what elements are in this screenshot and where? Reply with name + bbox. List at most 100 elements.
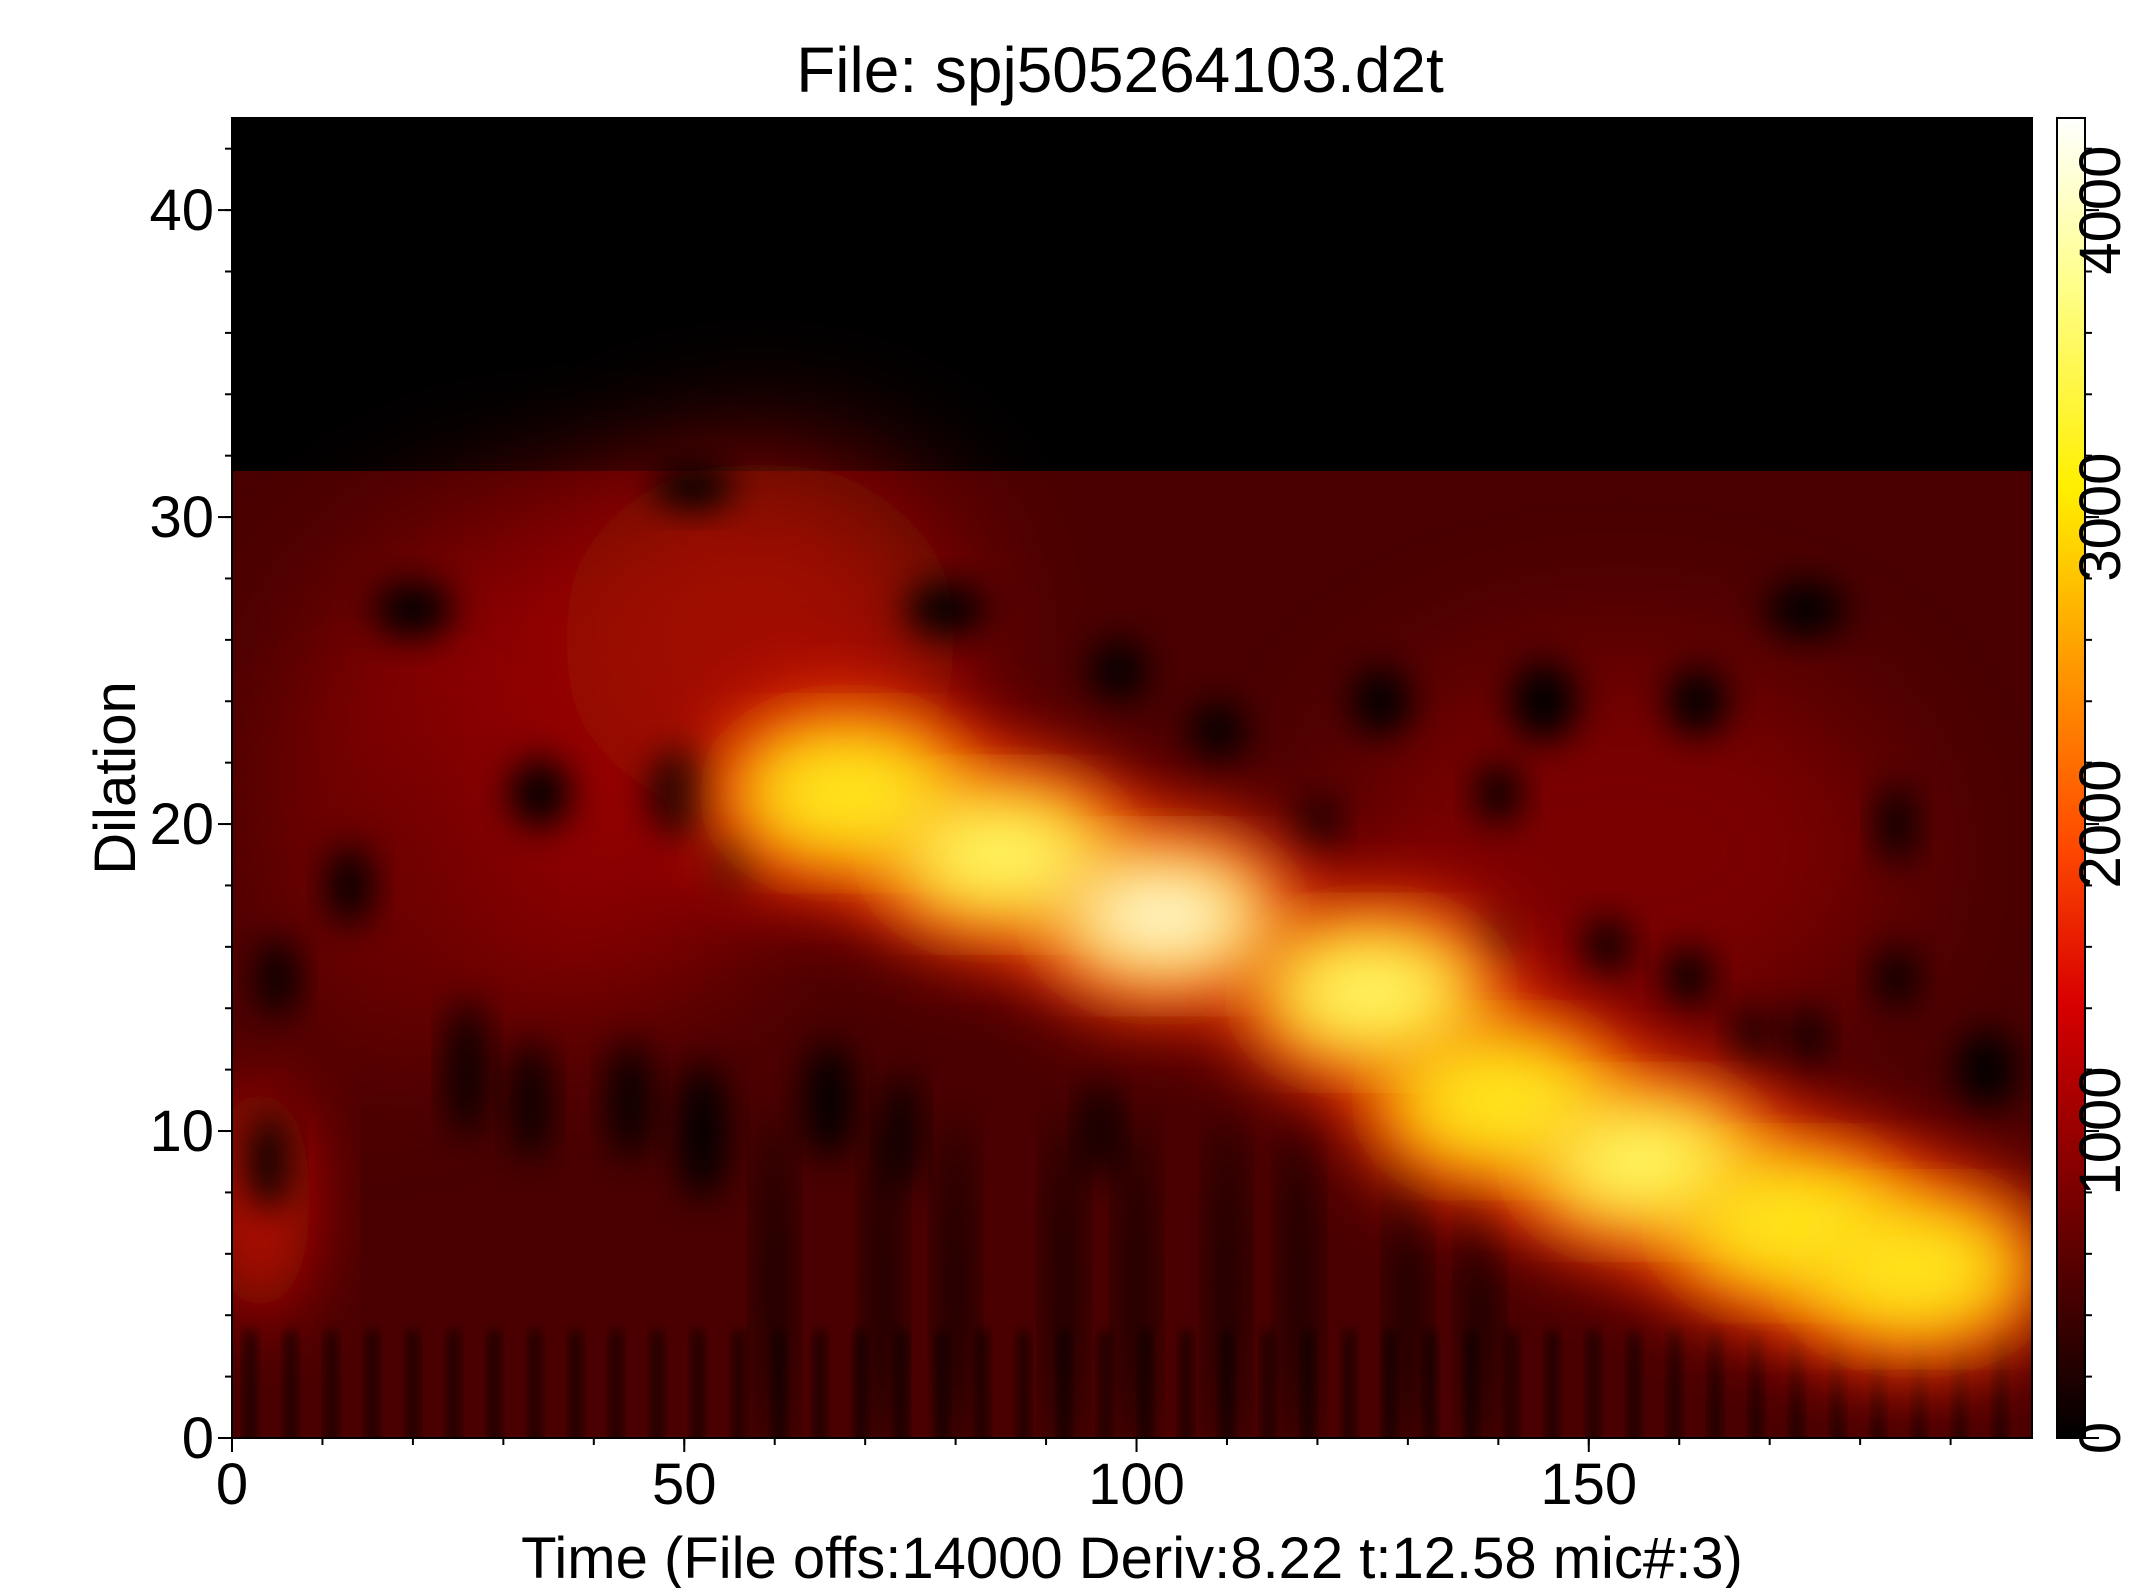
pocket [1584,918,1629,975]
band [869,1114,898,1438]
band [1122,1114,1151,1438]
band [1710,1330,1721,1438]
pocket [372,581,453,638]
pocket [1084,1081,1117,1182]
band [611,1330,622,1438]
pocket [1765,581,1846,638]
band [1285,1114,1314,1438]
pocket [1191,701,1244,762]
pocket [1350,667,1411,736]
pocket [653,464,734,509]
band [1018,1330,1029,1438]
band [1954,1330,1965,1438]
pocket [1090,640,1147,701]
band [489,1330,500,1438]
colorbar-tick-label: 0 [2068,1422,2133,1454]
band [1629,1330,1640,1438]
plot-area [232,118,2032,1438]
band [1873,1330,1884,1438]
band [941,1114,970,1438]
y-tick-label: 10 [149,1099,214,1164]
pocket [804,1040,853,1161]
colorbar-tick-label: 2000 [2068,760,2133,889]
pocket [257,937,298,1018]
band [1669,1330,1680,1438]
ridge-point [1548,1111,1739,1212]
x-tick-label: 0 [216,1452,248,1517]
band [1425,1330,1436,1438]
plot-frame [231,117,2033,1439]
pocket [906,583,987,636]
pocket [1476,763,1521,824]
ridge-point [1819,1219,2010,1320]
pocket [449,999,486,1140]
pocket [609,1040,650,1161]
band [1262,1330,1273,1438]
ridge-point [1068,866,1259,967]
pocket [885,1071,918,1192]
y-axis-label: Dilation [83,681,148,874]
pocket [248,1111,289,1212]
pocket [1667,667,1728,736]
band [1050,1114,1079,1438]
heatmap-field [232,460,2032,1438]
band [855,1330,866,1438]
pocket [1733,1008,1770,1069]
band [977,1330,988,1438]
ridge-point [1276,942,1467,1043]
band [1506,1330,1517,1438]
band [285,1330,296,1438]
band [570,1330,581,1438]
band [1588,1330,1599,1438]
x-axis-label: Time (File offs:14000 Deriv:8.22 t:12.58… [521,1526,1743,1588]
ridge-point [1403,1050,1594,1151]
pocket [1878,784,1915,865]
band [1751,1330,1762,1438]
pocket [1956,1029,2017,1110]
pocket [678,1061,727,1202]
band [896,1330,907,1438]
band [1344,1330,1355,1438]
band [245,1330,256,1438]
band [1995,1330,2006,1438]
band [326,1330,337,1438]
y-tick-label: 0 [182,1406,214,1471]
x-tick-label: 50 [652,1452,717,1517]
colorbar-ticks: 0 1000 2000 3000 4000 [2068,146,2133,1455]
ridge-point [905,804,1096,905]
pocket [1787,1008,1824,1069]
band [1099,1330,1110,1438]
high-energy-ridge [697,683,2032,1380]
pocket [512,1040,549,1161]
band [1384,1330,1395,1438]
y-tick-label: 30 [149,485,214,550]
band [692,1330,703,1438]
band [530,1330,541,1438]
band [1393,1114,1422,1438]
band [1913,1330,1924,1438]
colorbar-gradient [2056,117,2086,1439]
band [652,1330,663,1438]
band [1791,1330,1802,1438]
pocket [509,759,570,828]
pocket [1297,800,1338,849]
band [1212,1114,1241,1438]
band [448,1330,459,1438]
band [367,1330,378,1438]
band [937,1330,948,1438]
ridge-point [752,743,943,844]
band [814,1330,825,1438]
colorbar-tick-label: 3000 [2068,453,2133,582]
band [1832,1330,1843,1438]
colorbar-tick-label: 1000 [2068,1067,2133,1196]
x-tick-label: 100 [1088,1452,1185,1517]
pocket [327,845,372,926]
y-tick-label: 40 [149,178,214,243]
pocket [1509,661,1578,742]
pocket [1876,947,1917,1008]
colorbar-tick-label: 4000 [2068,146,2133,275]
pocket [1666,947,1711,1008]
band [407,1330,418,1438]
chart-title: File: spj505264103.d2t [796,34,1444,106]
